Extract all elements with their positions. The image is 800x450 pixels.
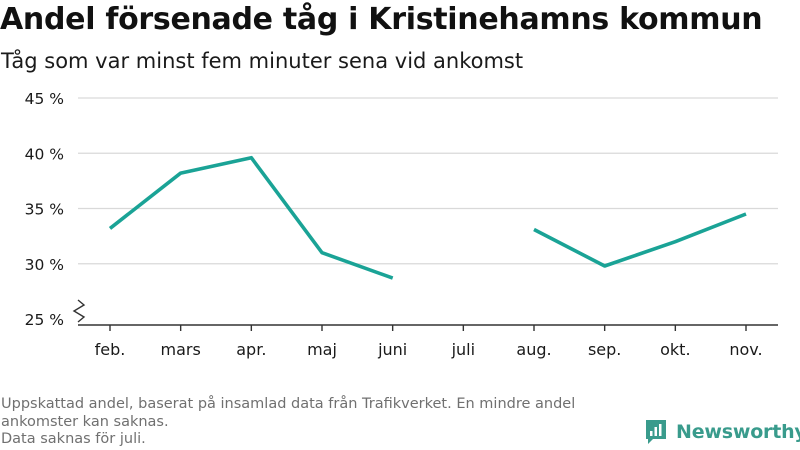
series-line-segment — [108, 155, 394, 280]
y-tick-label: 30 % — [25, 256, 64, 274]
brand-logo: Newsworthy — [644, 419, 800, 445]
brand-name: Newsworthy — [676, 421, 800, 443]
y-tick-label: 40 % — [25, 145, 64, 163]
axis-break-icon — [72, 299, 86, 323]
line-chart: 25 % 30 % 35 % 40 % 45 % feb. mars apr. maj juni… — [25, 90, 778, 359]
x-axis: feb. mars apr. maj juni juli aug. sep. okt. nov. — [72, 299, 778, 359]
newsworthy-logo-icon — [646, 420, 666, 444]
footnote-line-1: Uppskattad andel, baserat på insamlad da… — [1, 396, 576, 430]
y-tick-label: 35 % — [25, 201, 64, 219]
footnote-line-2: Data saknas för juli. — [1, 431, 146, 447]
x-tick-label: feb. — [95, 340, 126, 359]
x-tick-label: okt. — [660, 340, 690, 359]
footnote: Uppskattad andel, baserat på insamlad da… — [1, 396, 641, 449]
x-tick-label: nov. — [729, 340, 762, 359]
y-axis-ticks: 25 % 30 % 35 % 40 % 45 % — [25, 90, 64, 329]
x-tick-label: juni — [377, 340, 407, 359]
grid-lines — [78, 97, 778, 265]
x-tick-label: aug. — [516, 340, 551, 359]
series-lines — [108, 155, 747, 280]
chart-title: Andel försenade tåg i Kristinehamns komm… — [0, 2, 763, 37]
x-tick-label: mars — [161, 340, 201, 359]
x-tick-label: maj — [307, 340, 337, 359]
y-tick-label: 25 % — [25, 311, 64, 329]
x-tick-label: juli — [451, 340, 475, 359]
series-line-segment — [533, 212, 747, 268]
y-tick-label: 45 % — [25, 90, 64, 108]
chart-subtitle: Tåg som var minst fem minuter sena vid a… — [1, 49, 524, 73]
x-tick-label: sep. — [588, 340, 621, 359]
x-tick-label: apr. — [236, 340, 266, 359]
